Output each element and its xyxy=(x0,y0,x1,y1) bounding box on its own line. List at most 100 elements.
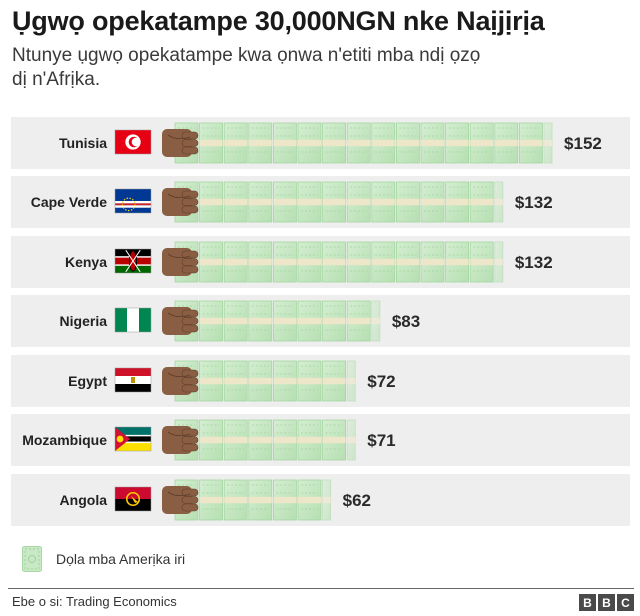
banknote-icon xyxy=(420,241,445,283)
banknote-icon xyxy=(322,300,347,342)
kenya-flag xyxy=(114,248,152,274)
banknote-icon xyxy=(346,419,356,461)
chart-row: Mozambique $71 xyxy=(11,414,630,466)
value-label: $72 xyxy=(367,372,395,391)
banknote-icon xyxy=(445,122,470,164)
cape-verde-flag xyxy=(114,188,152,214)
pictogram-chart: Tunisia $152 Cape Verde $132 Kenya $132 Nigeri… xyxy=(11,117,630,526)
bbc-logo-letter: B xyxy=(579,594,596,611)
value-label: $83 xyxy=(392,312,420,331)
bbc-logo-letter: C xyxy=(617,594,634,611)
banknote-icon xyxy=(322,122,347,164)
bbc-logo-letter: B xyxy=(598,594,615,611)
hand-icon xyxy=(162,248,199,276)
hand-icon xyxy=(162,486,199,514)
banknote-icon xyxy=(395,241,420,283)
banknote-icon xyxy=(272,122,297,164)
banknote-icon xyxy=(322,479,332,521)
tunisia-flag xyxy=(114,129,152,155)
banknote-icon xyxy=(248,300,273,342)
chart-subtitle: Ntunye ụgwọ opekatampe kwa ọnwa n'etiti … xyxy=(12,45,481,90)
banknote-icon xyxy=(469,241,494,283)
banknote-icon xyxy=(371,122,396,164)
banknote-icon xyxy=(297,122,322,164)
chart-row: Egypt $72 xyxy=(11,355,630,407)
banknote-icon xyxy=(322,360,347,402)
banknote-icon xyxy=(543,122,553,164)
banknote-icon xyxy=(223,419,248,461)
value-label: $71 xyxy=(367,431,395,450)
egypt-flag xyxy=(114,367,152,393)
banknote-icon xyxy=(297,241,322,283)
chart-title: Ụgwọ opekatampe 30,000NGN nke Naịjịrịa xyxy=(12,6,545,36)
hand-icon xyxy=(162,129,199,157)
banknote-icon xyxy=(223,479,248,521)
banknote-icon xyxy=(223,300,248,342)
category-label: Tunisia xyxy=(59,135,107,151)
banknote-icon xyxy=(272,241,297,283)
angola-flag xyxy=(114,486,152,512)
banknote-icon xyxy=(223,122,248,164)
mozambique-flag xyxy=(114,426,152,452)
banknote-icon xyxy=(248,419,273,461)
chart-row: Cape Verde $132 xyxy=(11,176,630,228)
banknote-icon xyxy=(494,122,519,164)
banknote-icon xyxy=(199,300,224,342)
hand-icon xyxy=(162,367,199,395)
banknote-icon xyxy=(469,122,494,164)
banknote-icon xyxy=(199,479,224,521)
category-label: Nigeria xyxy=(60,313,108,329)
legend-label: Dọla mba Amerịka iri xyxy=(56,551,186,567)
hand-icon xyxy=(162,426,199,454)
banknote-icon xyxy=(346,360,356,402)
banknote-icon xyxy=(272,181,297,223)
banknote-icon xyxy=(346,181,371,223)
banknote-icon xyxy=(199,419,224,461)
category-label: Egypt xyxy=(68,373,107,389)
banknote-icon xyxy=(199,181,224,223)
category-label: Kenya xyxy=(65,254,107,270)
chart-row: Angola $62 xyxy=(11,474,630,526)
banknote-icon xyxy=(494,181,504,223)
banknote-icon xyxy=(248,360,273,402)
banknote-icon xyxy=(420,181,445,223)
chart-row: Tunisia $152 xyxy=(11,117,630,169)
banknote-icon xyxy=(248,241,273,283)
category-label: Angola xyxy=(60,492,108,508)
banknote-icon xyxy=(494,241,504,283)
banknote-icon xyxy=(199,122,224,164)
hand-icon xyxy=(162,188,199,216)
banknote-icon xyxy=(223,360,248,402)
banknote-icon xyxy=(297,479,322,521)
banknote-icon xyxy=(199,241,224,283)
value-label: $152 xyxy=(564,134,602,153)
banknote-icon xyxy=(297,300,322,342)
banknote-icon xyxy=(371,300,381,342)
banknote-icon xyxy=(272,360,297,402)
banknote-icon xyxy=(395,181,420,223)
legend-banknote-icon xyxy=(22,546,42,572)
nigeria-flag xyxy=(114,307,152,333)
banknote-icon xyxy=(420,122,445,164)
hand-icon xyxy=(162,307,199,335)
banknote-icon xyxy=(395,122,420,164)
banknote-icon xyxy=(272,300,297,342)
banknote-icon xyxy=(445,181,470,223)
banknote-icon xyxy=(346,241,371,283)
banknote-icon xyxy=(469,181,494,223)
chart-row: Nigeria $83 xyxy=(11,295,630,347)
banknote-icon xyxy=(322,241,347,283)
value-label: $132 xyxy=(515,193,553,212)
banknote-icon xyxy=(371,241,396,283)
category-label: Mozambique xyxy=(22,432,107,448)
banknote-icon xyxy=(223,241,248,283)
category-label: Cape Verde xyxy=(31,194,107,210)
banknote-icon xyxy=(346,300,371,342)
source-note: Ebe o si: Trading Economics xyxy=(12,594,177,609)
banknote-icon xyxy=(346,122,371,164)
chart-row: Kenya $132 xyxy=(11,236,630,288)
banknote-icon xyxy=(272,479,297,521)
banknote-icon xyxy=(297,360,322,402)
banknote-icon xyxy=(322,419,347,461)
banknote-icon xyxy=(297,419,322,461)
